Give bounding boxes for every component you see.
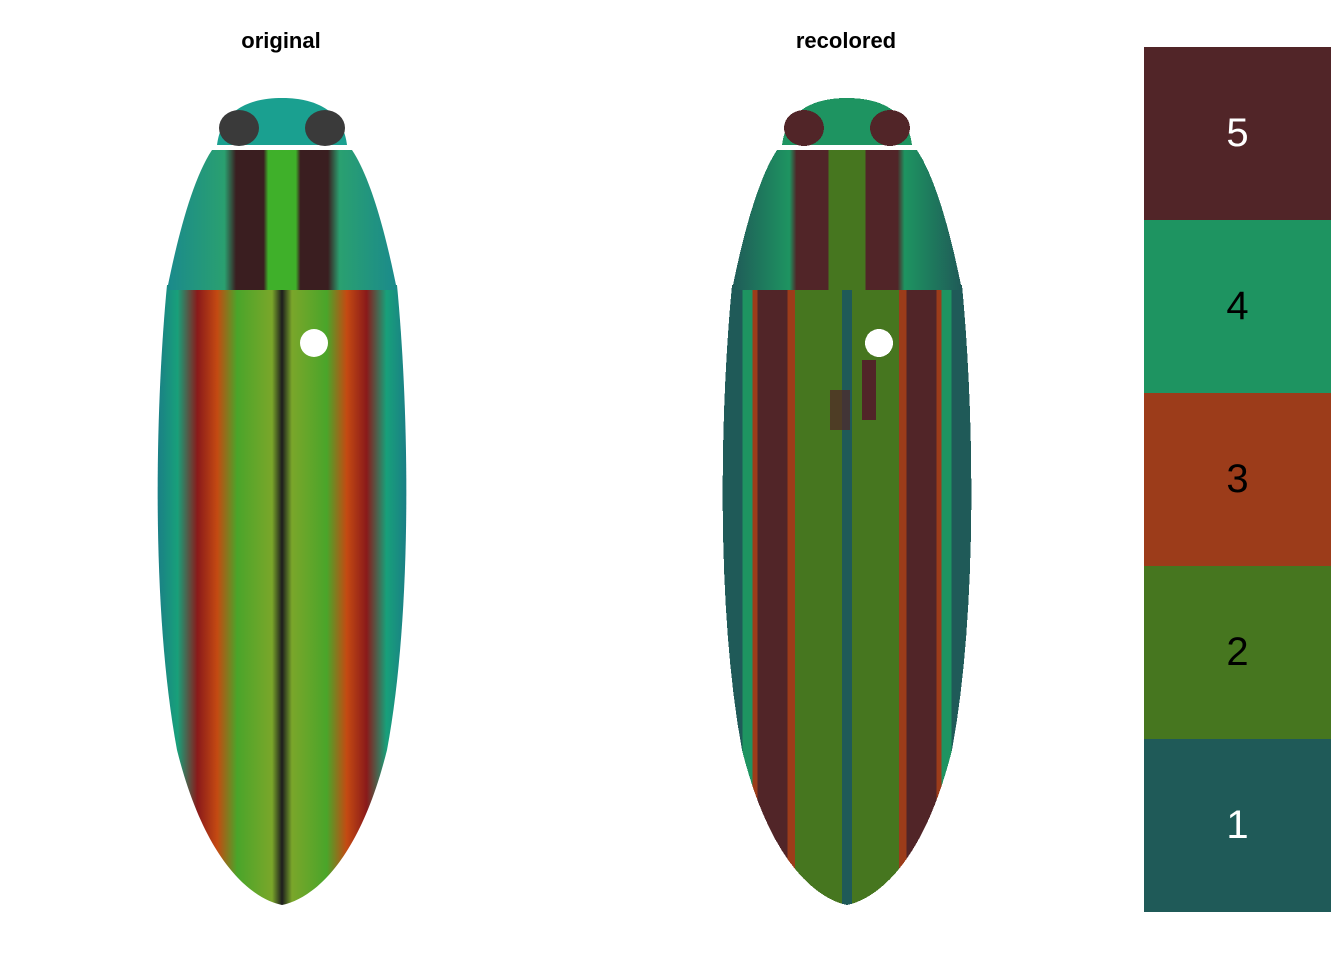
white-spot xyxy=(300,329,328,357)
recolored-beetle-image xyxy=(722,98,972,905)
palette-swatch-label: 5 xyxy=(1226,111,1249,155)
palette-swatch-label: 4 xyxy=(1226,284,1249,328)
palette-swatch-label: 2 xyxy=(1226,630,1249,674)
palette-swatch-1: 1 xyxy=(1144,739,1331,912)
white-spot-recolored xyxy=(865,329,893,357)
palette-swatch-label: 1 xyxy=(1226,803,1249,847)
palette-swatch-2: 2 xyxy=(1144,566,1331,739)
original-panel-title: original xyxy=(241,28,321,53)
color-palette-legend: 5 4 3 2 1 xyxy=(1144,47,1331,912)
palette-swatch-4: 4 xyxy=(1144,220,1331,393)
right-eye-recolored xyxy=(870,110,910,146)
palette-swatch-label: 3 xyxy=(1226,457,1249,501)
palette-swatch-5: 5 xyxy=(1144,47,1331,220)
left-eye xyxy=(219,110,259,146)
recolored-panel-title: recolored xyxy=(795,28,897,53)
palette-swatch-3: 3 xyxy=(1144,393,1331,566)
right-eye xyxy=(305,110,345,146)
original-beetle-image xyxy=(157,98,407,905)
left-eye-recolored xyxy=(784,110,824,146)
